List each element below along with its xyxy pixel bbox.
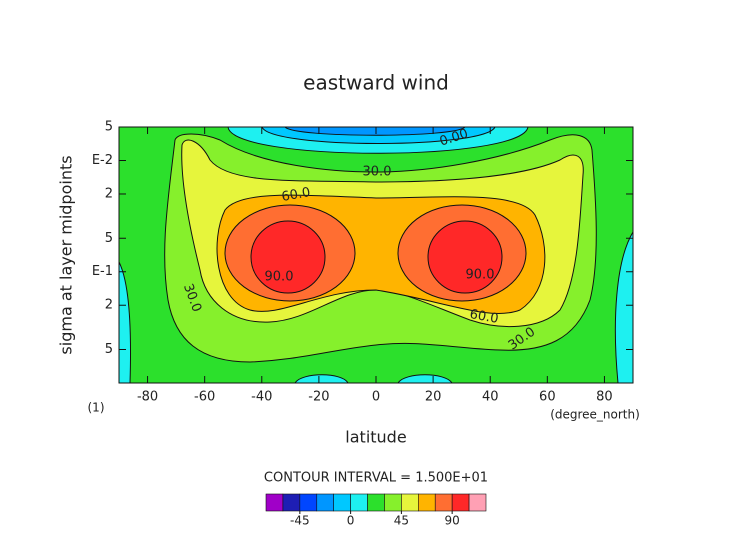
y-tick-label: 5 [105,231,113,246]
contour-fill [284,127,466,136]
colorbar-box [350,493,368,512]
contour-label: 60.0 [280,185,311,205]
contour-label: 60.0 [468,307,499,327]
y-tick-label: 5 [105,342,113,357]
y-axis-label: sigma at layer midpoints [57,155,76,354]
colorbar-box [468,493,487,512]
x-tick-label: 40 [482,390,499,405]
colorbar-tick-label: -45 [290,514,310,528]
colorbar-box [367,493,385,512]
x-tick-label: -20 [308,390,329,405]
x-tick-label: -60 [194,390,215,405]
colorbar-box [451,493,470,512]
colorbar-box [418,493,436,512]
colorbar-box [434,493,453,512]
x-tick-label: 20 [425,390,442,405]
contour-interval: CONTOUR INTERVAL = 1.500E+01 [264,471,488,486]
contour-field [119,127,633,383]
colorbar-box [401,493,419,512]
x-tick-label: -80 [137,390,158,405]
contour-label: 90.0 [466,268,495,283]
colorbar-box [384,493,402,512]
colorbar-tick-label: 90 [445,514,460,528]
x-tick-label: 60 [539,390,556,405]
x-unit: (degree_north) [550,408,640,422]
colorbar-box [282,493,301,512]
contour-fill [427,220,503,294]
chart-title: eastward wind [303,71,449,95]
colorbar-tick-label: 45 [394,514,409,528]
y-tick-label: 2 [105,186,113,201]
colorbar-box [265,493,284,512]
contour-fill [250,220,326,294]
x-tick-label: 0 [372,390,380,405]
contour-label: 90.0 [265,270,294,285]
x-tick-label: -40 [251,390,272,405]
y-tick-label: E-2 [92,153,113,168]
colorbar-tick-label: 0 [347,514,355,528]
colorbar-box [333,493,351,512]
y-tick-label: 2 [105,298,113,313]
x-tick-label: 80 [596,390,613,405]
corner-label: (1) [88,401,105,415]
contour-label: 30.0 [363,165,392,180]
y-tick-label: 5 [105,120,113,135]
y-tick-label: E-1 [92,264,113,279]
colorbar-box [299,493,318,512]
colorbar-box [316,493,334,512]
x-axis-label: latitude [345,428,406,447]
